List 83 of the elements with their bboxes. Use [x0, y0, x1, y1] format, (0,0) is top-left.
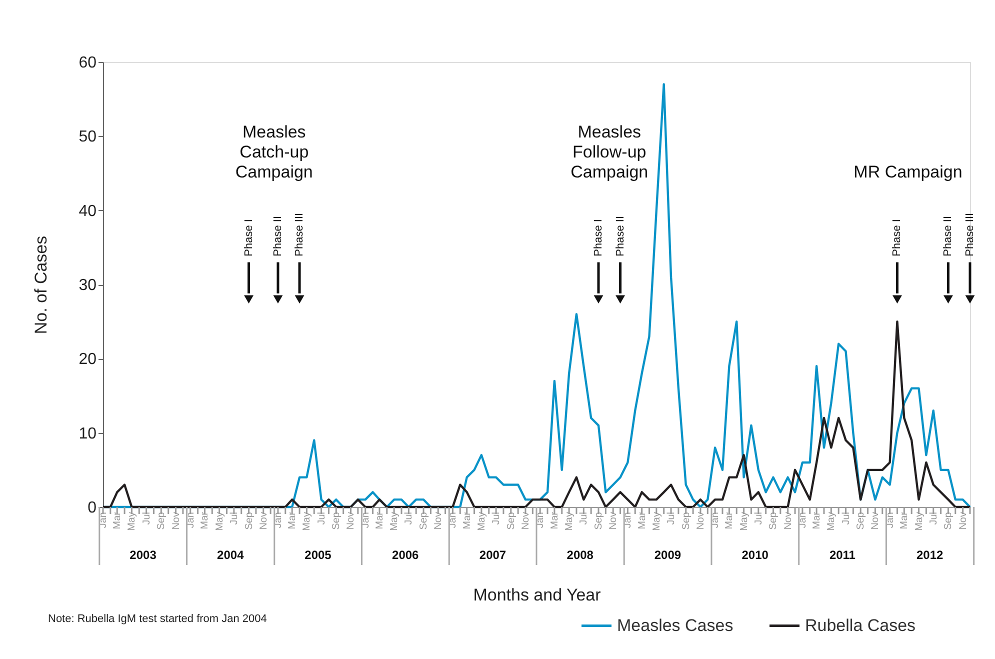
- y-tick-label: 20: [78, 351, 97, 368]
- x-tick-label: May: [826, 512, 838, 531]
- x-tick-label: Mar: [549, 511, 560, 530]
- x-tick-label: Sep: [244, 512, 255, 530]
- x-tick-label: Jul: [491, 512, 502, 525]
- text: 2006: [392, 548, 420, 562]
- x-tick-label: Jul: [666, 512, 678, 525]
- x-tick-label: Nov: [170, 512, 182, 530]
- x-tick-label: Nov: [433, 512, 444, 530]
- x-tick-label: Jul: [753, 512, 764, 525]
- text: 2008: [566, 548, 594, 562]
- annotation: Measles Catch-up Campaign: [235, 122, 313, 182]
- annotation: Phase II: [942, 216, 954, 256]
- x-tick-label: Sep: [943, 512, 954, 530]
- text: 2005: [304, 548, 332, 562]
- x-tick-label: Nov: [870, 512, 882, 530]
- text: 2009: [654, 548, 682, 562]
- y-axis-title: No. of Cases: [32, 236, 51, 334]
- x-tick-label: May: [738, 512, 750, 531]
- text: 2010: [742, 548, 769, 562]
- text: 2004: [217, 548, 244, 562]
- y-tick-label: 50: [78, 128, 97, 146]
- annotation: Phase I: [891, 219, 904, 256]
- x-tick-label: Nov: [258, 512, 270, 530]
- x-tick-label: Mar: [112, 511, 124, 530]
- y-tick-label: 40: [78, 202, 97, 220]
- legend-label: Measles Cases: [617, 616, 734, 635]
- x-tick-label: Mar: [374, 511, 386, 530]
- x-tick-label: Nov: [695, 512, 706, 530]
- annotation: Phase II: [272, 216, 284, 256]
- x-tick-label: Sep: [418, 512, 430, 530]
- x-tick-label: Sep: [680, 512, 692, 530]
- x-tick-label: Sep: [156, 512, 168, 530]
- annotation: Phase III: [294, 212, 306, 256]
- x-tick-label: Sep: [331, 512, 342, 530]
- x-tick-label: Jul: [578, 512, 590, 525]
- x-tick-label: Nov: [346, 512, 357, 530]
- text: 2012: [916, 548, 944, 562]
- text: 2003: [130, 548, 157, 562]
- x-tick-label: Nov: [958, 512, 969, 530]
- x-tick-label: Sep: [506, 512, 517, 530]
- x-tick-label: Mar: [812, 511, 823, 530]
- annotation: Phase III: [964, 212, 976, 256]
- y-tick-label: 30: [78, 277, 97, 294]
- x-tick-label: Jul: [928, 512, 940, 525]
- x-tick-label: May: [302, 512, 313, 531]
- x-tick-label: Mar: [462, 511, 473, 530]
- x-tick-label: Mar: [287, 511, 298, 530]
- y-tick-label: 60: [78, 54, 97, 72]
- y-tick-label: 10: [78, 425, 97, 442]
- x-tick-label: Sep: [768, 512, 780, 530]
- x-tick-label: Nov: [782, 512, 794, 530]
- x-tick-label: May: [476, 512, 488, 531]
- x-tick-label: May: [214, 512, 226, 531]
- x-tick-label: May: [389, 512, 400, 531]
- x-tick-label: Mar: [636, 511, 648, 530]
- x-tick-label: Jul: [404, 512, 415, 525]
- x-tick-label: May: [651, 512, 662, 531]
- x-tick-label: Nov: [520, 512, 532, 530]
- x-axis-title: Months and Year: [473, 586, 602, 604]
- x-tick-label: Jul: [141, 512, 152, 525]
- annotation: Phase I: [242, 219, 255, 256]
- x-tick-label: Mar: [899, 511, 910, 530]
- text: 2011: [829, 548, 856, 562]
- annotation: Measles Follow-up Campaign: [570, 122, 648, 182]
- x-tick-label: May: [126, 512, 138, 531]
- x-tick-label: Mar: [200, 511, 211, 530]
- x-tick-label: Jul: [316, 512, 328, 525]
- x-tick-label: Mar: [724, 511, 736, 530]
- text: Note: Rubella IgM test started from Jan 2004: [48, 613, 267, 625]
- legend-label: Rubella Cases: [805, 616, 916, 635]
- x-tick-label: May: [914, 512, 925, 531]
- annotation: MR Campaign: [854, 162, 962, 182]
- x-tick-label: Jul: [228, 512, 240, 525]
- annotation: Phase II: [614, 216, 626, 256]
- text: 2007: [479, 548, 506, 562]
- x-tick-label: Nov: [608, 512, 620, 530]
- x-tick-label: Jan: [884, 512, 896, 528]
- y-tick-label: 0: [88, 500, 97, 516]
- x-tick-label: Sep: [856, 512, 867, 530]
- annotation: Phase I: [592, 219, 604, 256]
- x-tick-label: May: [564, 512, 576, 531]
- x-tick-label: Sep: [593, 512, 604, 530]
